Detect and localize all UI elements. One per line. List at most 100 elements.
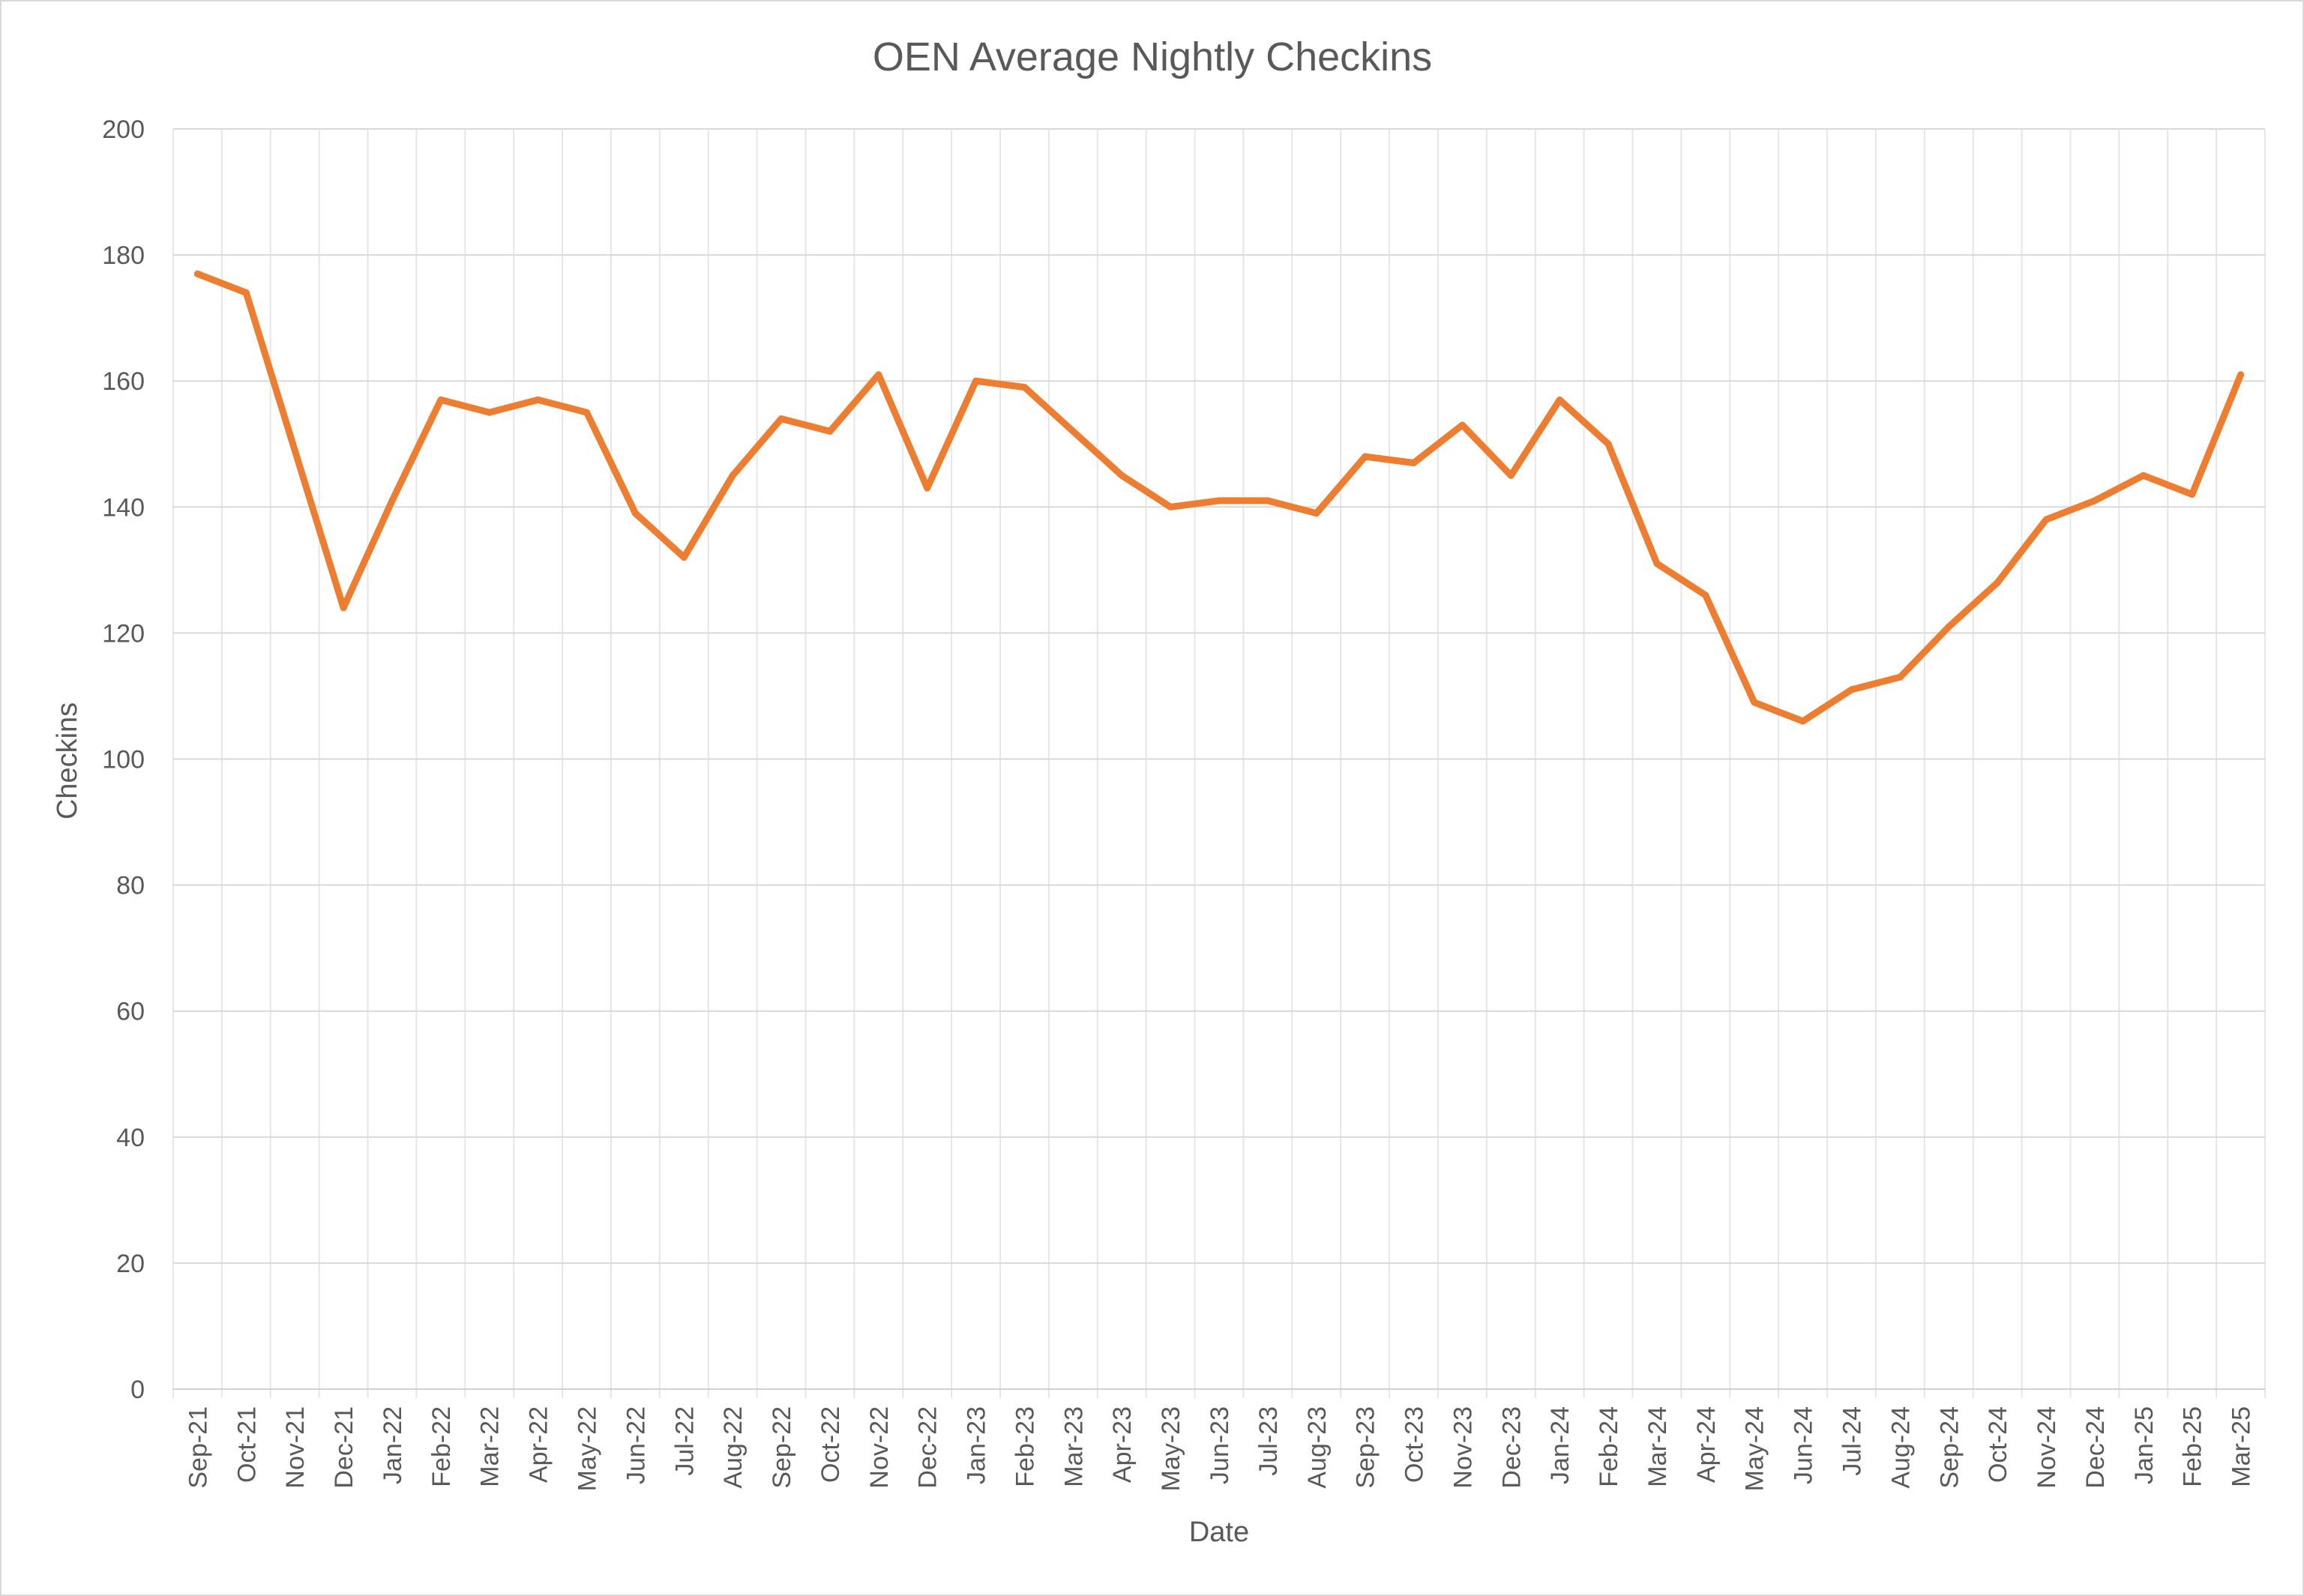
x-tick-label: Jul-23 [1254, 1406, 1283, 1476]
x-tick-label: Jan-24 [1546, 1406, 1574, 1484]
data-point [1020, 384, 1028, 391]
data-point [2237, 371, 2245, 379]
data-point [193, 270, 201, 277]
x-tick-label: Dec-22 [914, 1406, 942, 1489]
y-tick-label: 20 [116, 1250, 145, 1278]
data-point [1167, 503, 1174, 511]
y-tick-label: 160 [102, 367, 145, 396]
x-tick-label: Feb-23 [1011, 1406, 1039, 1487]
data-point [2140, 472, 2147, 479]
x-axis-title: Date [1189, 1517, 1249, 1548]
data-point [2091, 497, 2099, 505]
data-point [875, 371, 882, 379]
x-tick-label: Sep-22 [768, 1406, 796, 1489]
data-point [680, 554, 688, 561]
x-tick-label: Apr-24 [1692, 1406, 1721, 1483]
data-point [1556, 396, 1563, 403]
data-point [242, 289, 250, 297]
x-tick-label: May-23 [1157, 1406, 1185, 1491]
x-tick-label: Jan-22 [379, 1406, 407, 1484]
data-point [291, 447, 298, 454]
y-axis-title: Checkins [52, 702, 83, 819]
x-tick-label: Mar-25 [2228, 1406, 2256, 1487]
series-layer [193, 270, 2245, 725]
x-tick-label: Mar-23 [1059, 1406, 1088, 1487]
x-tick-label: Oct-23 [1401, 1406, 1429, 1483]
x-tick-label: Sep-24 [1935, 1406, 1964, 1489]
x-tick-label: Dec-21 [330, 1406, 358, 1489]
data-point [1362, 453, 1369, 460]
data-point [1118, 472, 1125, 479]
y-tick-label: 100 [102, 746, 145, 774]
x-tick-label: Mar-24 [1643, 1406, 1672, 1487]
y-tick-label: 180 [102, 241, 145, 270]
data-point [583, 409, 591, 416]
data-point [1847, 686, 1855, 693]
data-point [388, 497, 396, 505]
x-tick-label: Jan-23 [963, 1406, 991, 1484]
x-tick-label: Apr-23 [1108, 1406, 1137, 1483]
data-point [1896, 673, 1904, 681]
x-tick-label: Aug-24 [1886, 1406, 1915, 1489]
x-tick-label: Jan-25 [2130, 1406, 2159, 1484]
x-tick-label: Jul-24 [1838, 1406, 1866, 1476]
data-point [972, 377, 980, 385]
x-tick-label: Aug-22 [719, 1406, 748, 1489]
x-tick-label: May-24 [1741, 1406, 1769, 1491]
x-tick-label: Mar-22 [476, 1406, 505, 1487]
data-point [1702, 591, 1709, 599]
x-tick-label: Dec-24 [2081, 1406, 2110, 1489]
data-point [535, 396, 542, 403]
data-point [1410, 459, 1418, 466]
data-point [1507, 472, 1515, 479]
data-point [2042, 516, 2050, 523]
x-tick-label: Nov-22 [865, 1406, 894, 1489]
x-tick-label: Feb-24 [1595, 1406, 1623, 1487]
data-point [1604, 440, 1612, 448]
data-point [729, 472, 736, 479]
data-point [1994, 579, 2001, 586]
data-point [1751, 699, 1758, 706]
data-point [2189, 490, 2196, 498]
y-tick-label: 140 [102, 493, 145, 522]
y-tick-label: 0 [130, 1376, 145, 1404]
data-point [340, 604, 347, 612]
x-tick-label: Feb-25 [2179, 1406, 2207, 1487]
x-tick-label: Jun-23 [1206, 1406, 1234, 1484]
x-tick-label: Feb-22 [427, 1406, 456, 1487]
x-tick-label: Jul-22 [670, 1406, 699, 1476]
data-point [1215, 497, 1223, 505]
data-point [826, 427, 834, 435]
data-point [437, 396, 445, 403]
data-point [777, 415, 785, 423]
data-point [1458, 421, 1466, 429]
x-tick-label: Oct-21 [232, 1406, 261, 1483]
x-tick-label: Aug-23 [1303, 1406, 1332, 1489]
data-point [924, 484, 931, 492]
x-tick-label: Nov-23 [1449, 1406, 1477, 1489]
data-point [1069, 427, 1077, 435]
x-tick-label: Sep-21 [184, 1406, 212, 1489]
data-point [1264, 497, 1272, 505]
y-tick-label: 60 [116, 998, 145, 1026]
data-point [1945, 623, 1952, 630]
x-tick-label: Nov-24 [2033, 1406, 2061, 1489]
data-point [486, 409, 493, 416]
horizontal-gridlines [173, 128, 2265, 1390]
x-tick-label: Dec-23 [1497, 1406, 1526, 1489]
x-tick-label: May-22 [574, 1406, 602, 1491]
x-tick-label: Oct-24 [1984, 1406, 2012, 1483]
y-tick-label: 80 [116, 872, 145, 900]
x-tick-label: Jun-24 [1790, 1406, 1818, 1484]
x-tick-label: Nov-21 [281, 1406, 310, 1489]
data-point [631, 510, 639, 517]
y-tick-label: 120 [102, 619, 145, 648]
y-axis-tick-labels: 0 20 40 60 80 100 120 140 160 180 200 [102, 115, 145, 1404]
chart-title: OEN Average Nightly Checkins [873, 34, 1432, 79]
y-tick-label: 40 [116, 1124, 145, 1152]
y-tick-label: 200 [102, 115, 145, 144]
data-point [1799, 717, 1807, 725]
x-axis-tick-labels: Sep-21 Oct-21 Nov-21 Dec-21 Jan-22 Feb-22 Mar-… [184, 1406, 2255, 1491]
